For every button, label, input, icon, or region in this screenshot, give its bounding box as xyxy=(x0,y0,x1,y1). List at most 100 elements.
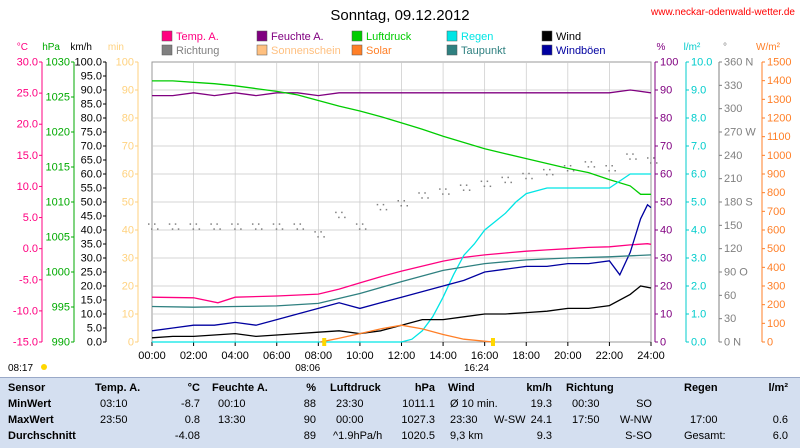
y-axes: 30.0 25.0 20.0 15.0 10.0 5.0 0.0 -5.0 -10.0 -15.0… xyxy=(13,57,792,349)
hdr-rain: Regen xyxy=(684,382,718,394)
direction-point xyxy=(299,223,302,225)
x-tick-label: 16:00 xyxy=(471,350,499,362)
axis-tick-label: 90 xyxy=(122,85,134,97)
direction-point xyxy=(257,223,260,225)
axis-tick-label: 55.0 xyxy=(81,183,102,195)
axis-tick-label: 15.0 xyxy=(17,150,38,162)
legend-swatch xyxy=(446,44,458,56)
axis-tick-label: 10.0 xyxy=(81,309,102,321)
axis-tick-label: 85.0 xyxy=(81,99,102,111)
direction-point xyxy=(593,166,596,168)
max-dir-time: 17:50 xyxy=(572,414,600,426)
max-temp-time: 23:50 xyxy=(100,414,128,426)
hdr-humidity-unit: % xyxy=(306,382,316,394)
axis-tick-label: 100 xyxy=(767,318,785,330)
direction-point xyxy=(192,228,195,230)
direction-point xyxy=(501,176,503,179)
x-tick-label: 12:00 xyxy=(388,350,416,362)
axis-tick-label: 360 N xyxy=(724,57,753,69)
direction-point xyxy=(275,228,278,230)
direction-point xyxy=(219,228,221,230)
direction-point xyxy=(629,158,631,160)
x-axis: 00:00 02:00 04:00 06:00 08:00 10:00 12:00 14:00… xyxy=(138,342,665,362)
direction-point xyxy=(563,165,566,167)
axis-tick-label: 10.0 xyxy=(17,181,38,193)
chart-title: Sonntag, 09.12.2012 xyxy=(330,7,469,24)
x-tick-label: 08:00 xyxy=(305,350,333,362)
direction-point xyxy=(293,223,296,225)
axis-tick-label: 0 N xyxy=(724,337,741,349)
legend-label: Taupunkt xyxy=(461,45,506,57)
row-label-avg: Durchschnitt xyxy=(8,430,76,442)
legend-label: Windböen xyxy=(556,45,606,57)
max-wind-dir: W-SW xyxy=(494,414,526,426)
axis-tick-label: 6.0 xyxy=(691,169,706,181)
axis-tick-label: 20.0 xyxy=(17,119,38,131)
legend-label: Wind xyxy=(556,31,581,43)
axis-tick-label: 2.0 xyxy=(691,281,706,293)
axis-tick-label: 900 xyxy=(767,169,785,181)
min-dir-value: SO xyxy=(636,398,652,410)
sunset-marker xyxy=(490,338,495,346)
x-tick-label: 04:00 xyxy=(221,350,249,362)
direction-point xyxy=(281,228,284,230)
direction-point xyxy=(364,228,367,230)
axis-tick-label: 20.0 xyxy=(81,281,102,293)
max-wind-time: 23:30 xyxy=(450,414,478,426)
axis-tick-label: 0.0 xyxy=(691,337,706,349)
direction-point xyxy=(240,228,242,230)
series-richtung xyxy=(148,153,658,238)
axis-tick-label: 9.0 xyxy=(691,85,706,97)
direction-point xyxy=(504,181,506,184)
legend-label: Feuchte A. xyxy=(271,31,324,43)
hdr-direction: Richtung xyxy=(566,382,614,394)
hdr-wind-unit: km/h xyxy=(526,382,552,394)
axis-tick-label: 1100 xyxy=(767,131,791,143)
legend-label: Regen xyxy=(461,31,493,43)
direction-point xyxy=(584,161,587,163)
direction-point xyxy=(151,228,153,230)
axis-tick-label: 700 xyxy=(767,206,785,218)
wind-run: 9,3 km xyxy=(450,430,484,442)
axis-tick-label: 5.0 xyxy=(23,212,38,224)
legend-swatch xyxy=(256,30,268,42)
direction-point xyxy=(314,231,316,233)
avg-hum-value: 89 xyxy=(303,430,316,442)
x-tick-label: 00:00 xyxy=(138,350,166,362)
direction-point xyxy=(626,153,628,155)
min-press-time: 23:30 xyxy=(336,398,364,410)
direction-point xyxy=(168,223,171,225)
direction-point xyxy=(213,228,215,230)
axis-tick-label: 65.0 xyxy=(81,155,102,167)
legend-label: Sonnenschein xyxy=(271,45,341,57)
axis-tick-label: 330 xyxy=(724,80,742,92)
direction-point xyxy=(507,176,509,179)
direction-point xyxy=(611,165,613,167)
axis-tick-label: 20 xyxy=(122,281,134,293)
direction-point xyxy=(427,197,429,199)
row-label-min: MinWert xyxy=(8,398,52,410)
avg-press-value: 1020.5 xyxy=(401,430,435,442)
sunrise-label-right: 08:06 xyxy=(295,363,320,374)
series-windb-en xyxy=(151,203,652,332)
hdr-temp: Temp. A. xyxy=(95,382,141,394)
axis-tick-label: 270 W xyxy=(724,127,756,139)
direction-point xyxy=(605,165,607,167)
sunrise-dot xyxy=(41,364,47,370)
press-trend: ^1.9hPa/h xyxy=(333,430,383,442)
direction-point xyxy=(278,223,281,225)
wind-avg-label: Ø 10 min. xyxy=(450,398,498,410)
direction-point xyxy=(216,223,218,225)
axis-tick-label: 90 O xyxy=(724,267,748,279)
axis-tick-label: 40.0 xyxy=(81,225,102,237)
legend-swatch xyxy=(446,30,458,42)
direction-point xyxy=(528,172,530,175)
axis-tick-label: 30 xyxy=(660,253,672,265)
axis-tick-label: 1015 xyxy=(46,162,70,174)
direction-point xyxy=(448,193,450,195)
direction-point xyxy=(210,223,212,225)
direction-point xyxy=(338,216,340,219)
axis-tick-label: 1000 xyxy=(46,267,70,279)
direction-point xyxy=(254,228,257,230)
direction-point xyxy=(442,193,444,195)
